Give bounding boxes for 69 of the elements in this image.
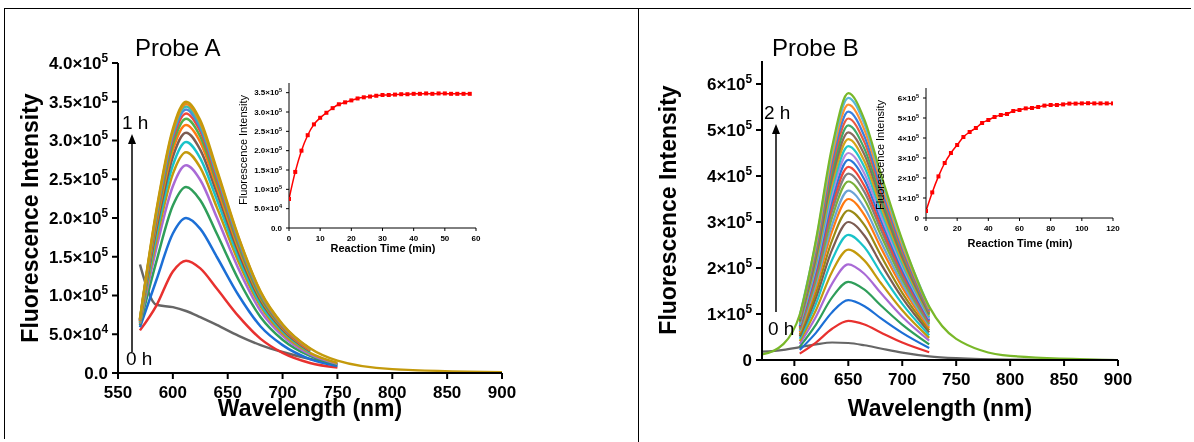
y-tick-label: 5×10$^{5}$: [707, 117, 753, 140]
y-tick-label: 0: [742, 350, 752, 370]
x-tick-label: 550: [103, 383, 133, 402]
y-axis-title: Fluorescence Intensity: [237, 94, 249, 206]
x-tick-label: 10: [315, 234, 326, 243]
y-axis-title: Fluorescence Intensity: [16, 93, 44, 343]
y-tick-label: 0.0: [270, 223, 283, 233]
x-tick-label: 900: [487, 383, 517, 402]
chart-title: Probe A: [135, 34, 221, 62]
annotation: 0 h: [126, 348, 153, 370]
x-tick-label: 0: [923, 224, 929, 233]
y-tick-label: 2.5×10$^{5}$: [48, 167, 109, 190]
y-tick-label: 5.0×10$^{4}$: [254, 203, 283, 214]
y-axis-title: Fluorescence Intensity: [654, 85, 682, 335]
y-tick-label: 0: [914, 213, 920, 223]
y-tick-label: 4.0×10$^{5}$: [48, 50, 109, 73]
x-tick-label: 20: [346, 234, 357, 243]
y-tick-label: 3.5×10$^{5}$: [254, 87, 282, 98]
y-tick-label: 1.0×10$^{5}$: [254, 184, 282, 195]
x-tick-label: 750: [941, 370, 971, 389]
x-tick-label: 60: [471, 234, 481, 243]
x-axis-title: Reaction Time (min): [967, 237, 1073, 249]
x-tick-label: 0: [286, 234, 292, 243]
x-tick-label: 20: [952, 224, 963, 233]
y-tick-label: 1×10$^{5}$: [707, 301, 753, 324]
x-axis-title: Reaction Time (min): [330, 242, 436, 254]
y-tick-label: 1.0×10$^{5}$: [48, 283, 109, 306]
y-tick-label: 3×10$^{5}$: [707, 209, 753, 232]
y-tick-label: 2×10$^{5}$: [707, 255, 753, 278]
annotation: 0 h: [768, 318, 795, 340]
x-tick-label: 120: [1106, 224, 1121, 233]
y-tick-label: 1×10$^{5}$: [897, 192, 919, 203]
y-tick-label: 0.0: [84, 363, 108, 383]
chart-title: Probe B: [772, 34, 859, 62]
y-tick-label: 4×10$^{5}$: [897, 132, 919, 143]
x-tick-label: 850: [432, 383, 462, 402]
y-tick-label: 2.0×10$^{5}$: [48, 205, 109, 228]
x-tick-label: 30: [378, 234, 388, 243]
annotation: 1 h: [122, 112, 149, 134]
x-tick-label: 100: [1075, 224, 1090, 233]
x-tick-label: 600: [780, 370, 809, 389]
y-tick-label: 3.0×10$^{5}$: [254, 106, 282, 117]
y-tick-label: 3.5×10$^{5}$: [48, 89, 109, 112]
x-tick-label: 50: [440, 234, 450, 243]
y-tick-label: 5×10$^{5}$: [897, 112, 919, 123]
y-axis-title: Fluorescence Intensity: [874, 99, 886, 211]
y-tick-label: 2×10$^{5}$: [897, 172, 919, 183]
y-tick-label: 4×10$^{5}$: [707, 163, 753, 186]
y-tick-label: 3×10$^{5}$: [897, 152, 919, 163]
x-tick-label: 80: [1046, 224, 1056, 233]
x-tick-label: 800: [995, 370, 1025, 389]
y-tick-label: 6×10$^{5}$: [707, 71, 753, 94]
y-tick-label: 6×10$^{5}$: [897, 92, 919, 103]
y-tick-label: 3.0×10$^{5}$: [48, 128, 109, 151]
x-tick-label: 700: [888, 370, 917, 389]
y-tick-label: 2.0×10$^{5}$: [254, 145, 282, 156]
y-tick-label: 2.5×10$^{5}$: [254, 126, 282, 137]
y-tick-label: 1.5×10$^{5}$: [254, 164, 282, 175]
x-tick-label: 650: [834, 370, 863, 389]
annotation: 2 h: [764, 102, 791, 124]
y-tick-label: 1.5×10$^{5}$: [48, 244, 109, 267]
x-tick-label: 850: [1049, 370, 1079, 389]
x-tick-label: 900: [1103, 370, 1133, 389]
x-tick-label: 40: [409, 234, 419, 243]
y-tick-label: 5.0×10$^{4}$: [48, 322, 109, 345]
x-tick-label: 40: [983, 224, 994, 233]
x-tick-label: 60: [1015, 224, 1025, 233]
x-axis-title: Wavelength (nm): [847, 395, 1033, 422]
x-tick-label: 600: [158, 383, 188, 402]
